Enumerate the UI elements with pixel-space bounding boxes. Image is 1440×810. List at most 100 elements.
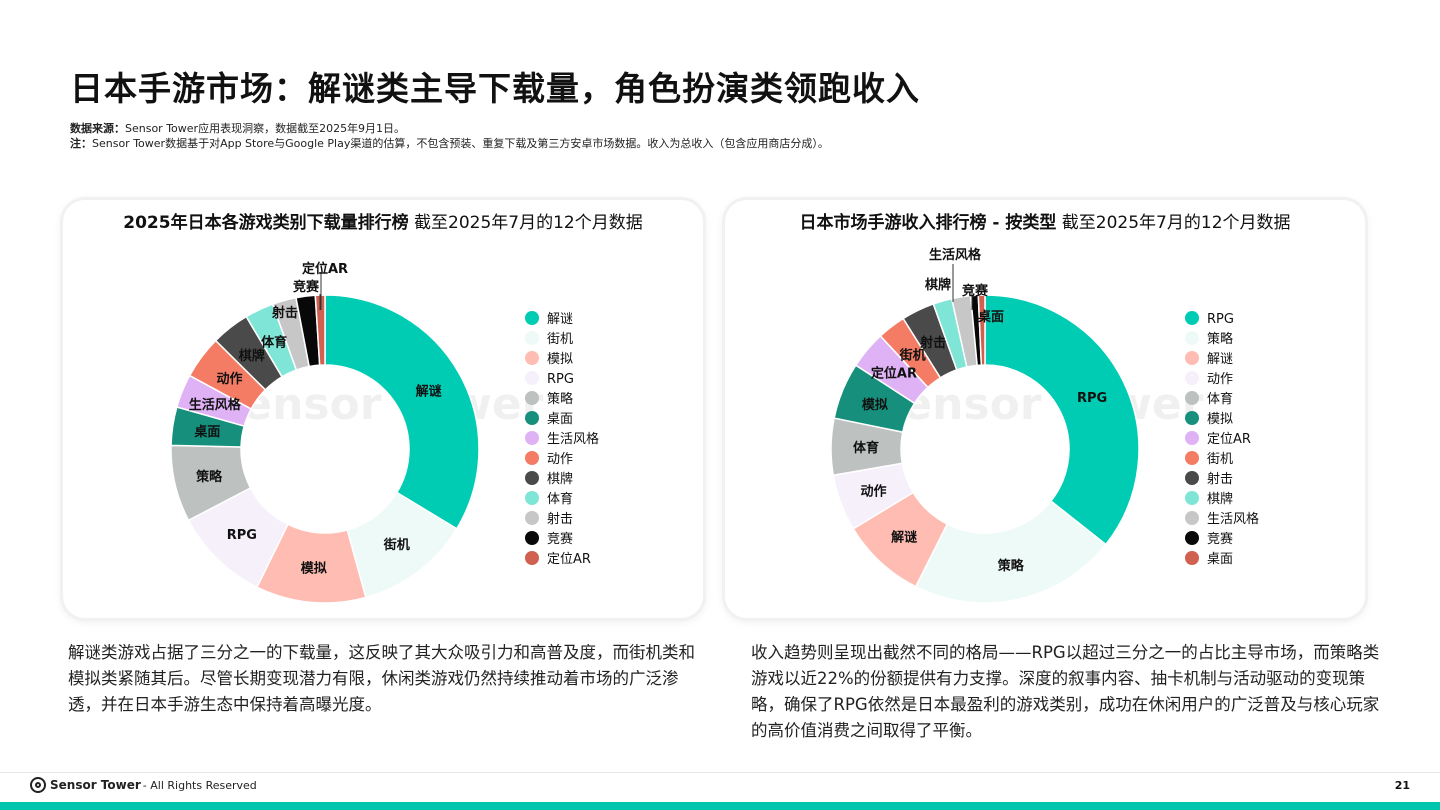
slice-label-街机: 街机: [899, 347, 926, 363]
legend-label-生活风格: 生活风格: [547, 431, 599, 447]
page-number: 21: [1394, 779, 1410, 792]
legend-label-策略: 策略: [1207, 331, 1233, 347]
donut-slice-rpg: [984, 294, 1140, 546]
legend-swatch-桌面: [1185, 551, 1199, 565]
revenue-chart-panel: 日本市场手游收入排行榜 - 按类型 截至2025年7月的12个月数据 Senso…: [725, 200, 1365, 618]
donut-slice-策略: [914, 500, 1107, 604]
slice-label-竞赛: 竞赛: [293, 279, 320, 295]
legend-swatch-rpg: [525, 371, 539, 385]
legend-label-竞赛: 竞赛: [547, 531, 573, 547]
legend-label-桌面: 桌面: [1207, 552, 1233, 567]
legend-swatch-射击: [1185, 471, 1199, 485]
slice-label-棋牌: 棋牌: [238, 348, 265, 364]
legend-swatch-策略: [525, 391, 539, 405]
legend-swatch-街机: [525, 331, 539, 345]
slice-label-动作: 动作: [216, 371, 242, 387]
legend-label-棋牌: 棋牌: [547, 471, 573, 487]
downloads-chart-title: 2025年日本各游戏类别下载量排行榜 截至2025年7月的12个月数据: [63, 208, 703, 233]
legend-swatch-生活风格: [525, 431, 539, 445]
slice-label-生活风格: 生活风格: [189, 397, 242, 413]
donut-slice-解谜: [324, 294, 480, 530]
legend-label-策略: 策略: [547, 391, 573, 407]
downloads-commentary: 解谜类游戏占据了三分之一的下载量，这反映了其大众吸引力和高普及度，而街机类和模拟…: [68, 643, 695, 714]
slice-label-射击: 射击: [919, 335, 946, 351]
legend-swatch-定位ar: [1185, 431, 1199, 445]
legend-swatch-策略: [1185, 331, 1199, 345]
legend-swatch-射击: [525, 511, 539, 525]
source-line: 数据来源：Sensor Tower应用表现洞察，数据截至2025年9月1日。: [70, 121, 829, 136]
footer-divider: [0, 772, 1440, 773]
legend-swatch-体育: [525, 491, 539, 505]
legend-swatch-模拟: [525, 351, 539, 365]
slice-label-解谜: 解谜: [890, 529, 918, 545]
source-label: 数据来源：: [70, 122, 125, 135]
sensor-tower-logo-icon: [30, 777, 46, 793]
legend-label-定位ar: 定位AR: [547, 552, 591, 567]
slice-label-策略: 策略: [196, 469, 223, 485]
slice-label-桌面: 桌面: [194, 424, 220, 440]
page-title: 日本手游市场：解谜类主导下载量，角色扮演类领跑收入: [70, 69, 920, 108]
slice-label-动作: 动作: [861, 484, 887, 500]
note-label: 注：: [70, 137, 92, 150]
donut-slices: [170, 294, 480, 604]
note-text: Sensor Tower数据基于对App Store与Google Play渠道…: [92, 137, 829, 150]
donut-slice-定位ar: [314, 294, 326, 366]
slice-label-体育: 体育: [853, 440, 879, 456]
legend-label-射击: 射击: [547, 511, 573, 527]
slice-label-模拟: 模拟: [862, 397, 888, 413]
legend-swatch-体育: [1185, 391, 1199, 405]
downloads-chart-subtitle: 截至2025年7月的12个月数据: [414, 213, 643, 233]
slice-label-棋牌: 棋牌: [924, 277, 951, 293]
legend-swatch-街机: [1185, 451, 1199, 465]
legend-label-rpg: RPG: [547, 372, 574, 387]
slice-label-射击: 射击: [271, 305, 298, 321]
legend-label-街机: 街机: [547, 332, 573, 347]
legend-swatch-rpg: [1185, 311, 1199, 325]
slice-label-模拟: 模拟: [301, 560, 327, 576]
revenue-chart-title: 日本市场手游收入排行榜 - 按类型 截至2025年7月的12个月数据: [725, 208, 1365, 233]
slice-label-街机: 街机: [383, 537, 410, 553]
slice-label-定位ar: 定位AR: [301, 261, 348, 277]
slice-label-桌面: 桌面: [978, 309, 1004, 325]
legend-label-生活风格: 生活风格: [1207, 511, 1259, 527]
slice-label-rpg: RPG: [1077, 391, 1107, 406]
legend-swatch-动作: [1185, 371, 1199, 385]
legend-swatch-竞赛: [1185, 531, 1199, 545]
slice-label-体育: 体育: [261, 334, 287, 350]
legend-label-模拟: 模拟: [547, 352, 573, 367]
legend-swatch-动作: [525, 451, 539, 465]
legend-swatch-桌面: [525, 411, 539, 425]
source-text: Sensor Tower应用表现洞察，数据截至2025年9月1日。: [125, 122, 406, 135]
revenue-chart-subtitle: 截至2025年7月的12个月数据: [1061, 213, 1291, 233]
revenue-chart-title-main: 日本市场手游收入排行榜 - 按类型: [799, 213, 1057, 233]
legend-label-解谜: 解谜: [1207, 352, 1233, 367]
downloads-chart-panel: 2025年日本各游戏类别下载量排行榜 截至2025年7月的12个月数据 Sens…: [63, 200, 703, 618]
legend-label-模拟: 模拟: [1207, 412, 1233, 427]
donut-slices: [830, 294, 1140, 604]
legend-swatch-定位ar: [525, 551, 539, 565]
revenue-commentary: 收入趋势则呈现出截然不同的格局——RPG以超过三分之一的占比主导市场，而策略类游…: [751, 643, 1380, 740]
legend-swatch-模拟: [1185, 411, 1199, 425]
donut-slice-桌面: [977, 294, 986, 366]
legend-label-体育: 体育: [547, 491, 573, 507]
legend-label-桌面: 桌面: [547, 412, 573, 427]
slice-label-定位ar: 定位AR: [870, 365, 917, 381]
legend-label-竞赛: 竞赛: [1207, 531, 1233, 547]
bottom-accent-bar: [0, 802, 1440, 810]
legend-swatch-棋牌: [1185, 491, 1199, 505]
slice-label-策略: 策略: [998, 558, 1025, 574]
legend-label-动作: 动作: [1207, 372, 1233, 387]
slice-label-生活风格: 生活风格: [929, 247, 982, 263]
legend-label-射击: 射击: [1207, 471, 1233, 487]
downloads-donut-chart: Sensor Tower解谜街机模拟RPG策略桌面生活风格动作棋牌体育射击竞赛定…: [170, 261, 599, 604]
legend-swatch-棋牌: [525, 471, 539, 485]
legend-label-rpg: RPG: [1207, 312, 1234, 327]
downloads-chart-title-main: 2025年日本各游戏类别下载量排行榜: [123, 213, 409, 233]
legend-swatch-竞赛: [525, 531, 539, 545]
footer-rights: - All Rights Reserved: [142, 778, 257, 792]
legend-label-棋牌: 棋牌: [1207, 491, 1233, 507]
